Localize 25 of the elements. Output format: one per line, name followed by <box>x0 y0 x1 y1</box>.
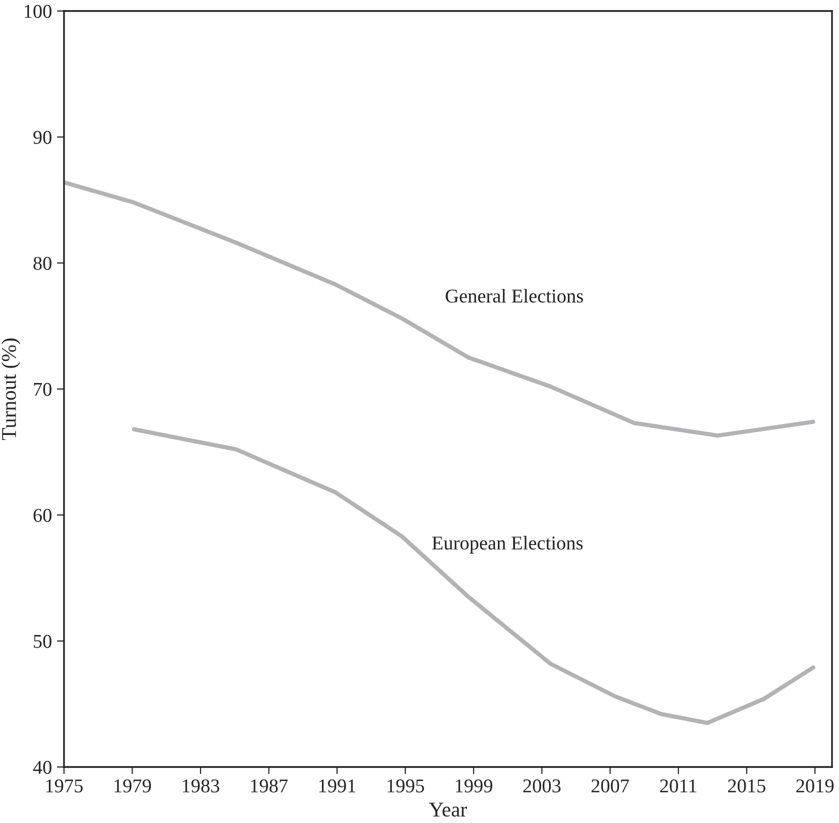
x-tick-label: 2003 <box>523 779 561 792</box>
y-axis-title: Turnout (%) <box>1 338 20 440</box>
x-tick-label: 1995 <box>388 779 424 792</box>
y-tick-label: 40 <box>33 760 52 774</box>
x-tick-label: 2019 <box>796 779 834 792</box>
line-series <box>132 427 816 725</box>
x-tick-label: 1999 <box>456 779 492 792</box>
x-tick-label: 1975 <box>46 779 83 792</box>
y-tick-label: 100 <box>24 4 52 18</box>
series-label: General Elections <box>446 288 583 303</box>
y-tick-label: 50 <box>34 634 52 648</box>
x-axis-title: Year <box>429 802 468 817</box>
series-label: European Elections <box>432 536 583 554</box>
x-tick-label: 1987 <box>251 779 288 792</box>
y-tick-label: 70 <box>34 382 52 396</box>
y-tick-label: 60 <box>34 508 52 522</box>
x-tick-label: 1983 <box>182 779 220 792</box>
x-tick-label: 2007 <box>592 779 630 792</box>
x-tick-label: 2011 <box>660 779 696 792</box>
x-tick-label: 1991 <box>319 779 356 792</box>
x-tick-label: 1979 <box>114 779 151 792</box>
x-tick-label: 2015 <box>728 779 766 792</box>
line-series <box>64 180 816 438</box>
y-tick-label: 80 <box>33 256 52 270</box>
y-tick-label: 90 <box>33 130 52 144</box>
